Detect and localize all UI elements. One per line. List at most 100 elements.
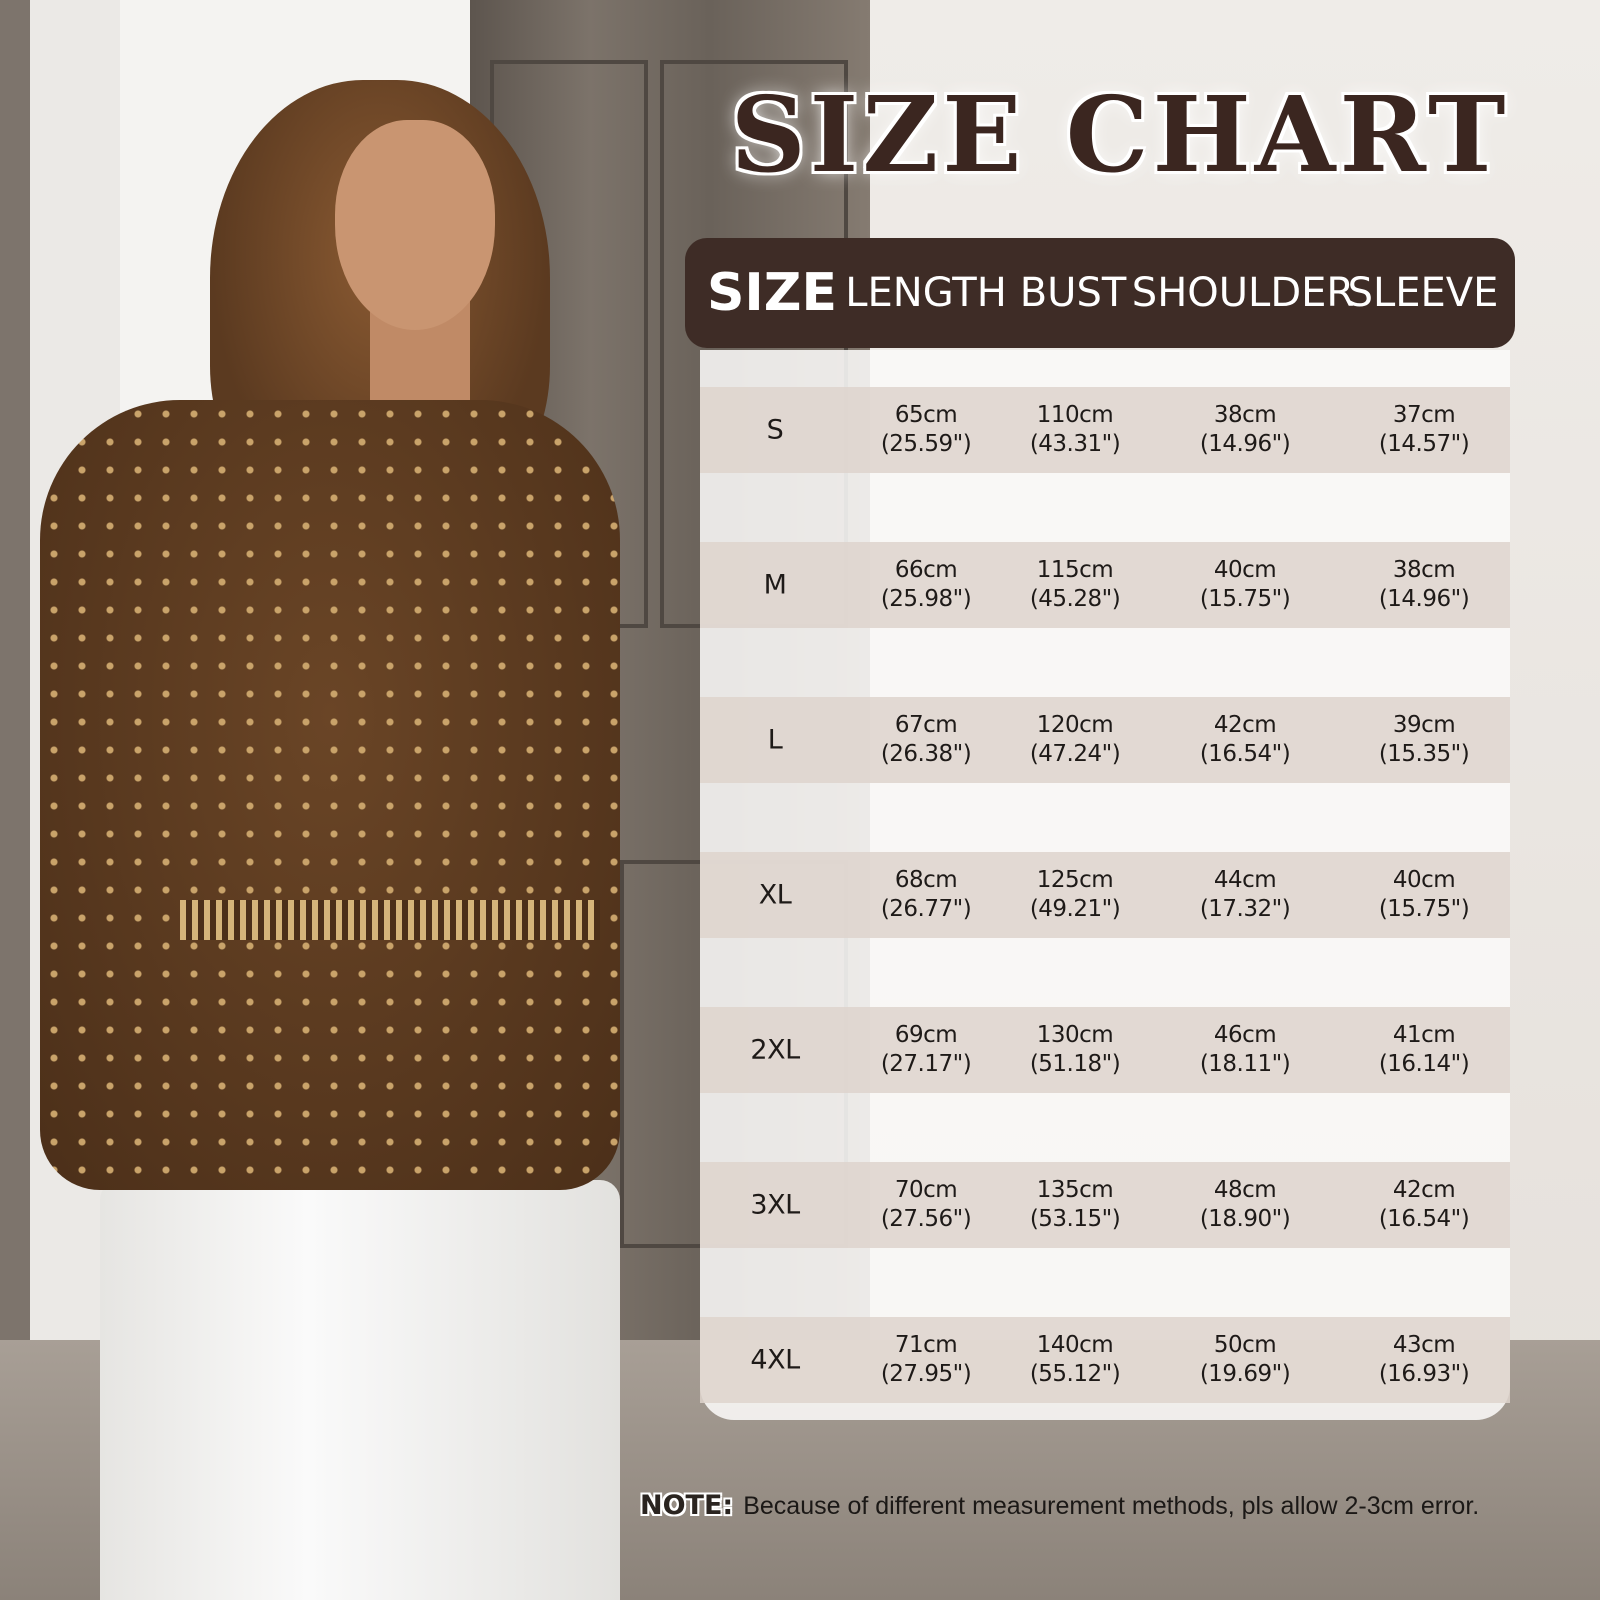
length-value: 69cm (27.17") <box>881 1021 972 1079</box>
cm-value: 38cm <box>1213 402 1277 428</box>
header-bust: BUST <box>1019 270 1127 316</box>
cm-value: 46cm <box>1213 1022 1277 1048</box>
header-sleeve: SLEEVE <box>1347 270 1499 316</box>
inch-value: (18.11") <box>1199 1051 1291 1077</box>
cm-value: 135cm <box>1036 1177 1114 1203</box>
cm-value: 120cm <box>1036 712 1114 738</box>
length-value: 65cm (25.59") <box>880 401 972 459</box>
inch-value: (53.15") <box>1029 1206 1121 1232</box>
header-length: LENGTH <box>845 270 1007 316</box>
inch-value: (26.77") <box>880 896 972 922</box>
cm-value: 110cm <box>1036 402 1114 428</box>
cm-value: 38cm <box>1392 557 1456 583</box>
inch-value: (45.28") <box>1029 586 1121 612</box>
cm-value: 125cm <box>1036 867 1114 893</box>
inch-value: (43.31") <box>1029 431 1121 457</box>
inch-value: (15.75") <box>1199 586 1291 612</box>
sleeve-value: 40cm (15.75") <box>1378 866 1470 924</box>
cm-value: 66cm <box>894 557 958 583</box>
size-table: S 65cm (25.59") 110cm (43.31") 38cm (14.96") 37… <box>700 350 1510 1420</box>
size-label: XL <box>758 879 792 911</box>
inch-value: (17.32") <box>1199 896 1291 922</box>
model-white-pants <box>100 1180 620 1600</box>
cm-value: 50cm <box>1213 1332 1277 1358</box>
shoulder-value: 40cm (15.75") <box>1199 556 1291 614</box>
inch-value: (18.90") <box>1199 1206 1291 1232</box>
sleeve-value: 41cm (16.14") <box>1378 1021 1470 1079</box>
sleeve-value: 39cm (15.35") <box>1378 711 1470 769</box>
cm-value: 140cm <box>1036 1332 1114 1358</box>
table-row <box>700 387 1510 473</box>
cm-value: 115cm <box>1036 557 1114 583</box>
bust-value: 115cm (45.28") <box>1029 556 1121 614</box>
shoulder-value: 50cm (19.69") <box>1199 1331 1291 1389</box>
cm-value: 40cm <box>1213 557 1277 583</box>
shoulder-value: 46cm (18.11") <box>1199 1021 1291 1079</box>
cm-value: 65cm <box>894 402 958 428</box>
size-label: 4XL <box>750 1344 800 1376</box>
table-row <box>700 1162 1510 1248</box>
sleeve-value: 37cm (14.57") <box>1378 401 1470 459</box>
table-row <box>700 1007 1510 1093</box>
size-label: L <box>767 724 783 756</box>
size-label: 3XL <box>750 1189 800 1221</box>
inch-value: (25.59") <box>880 431 972 457</box>
length-value: 71cm (27.95") <box>880 1331 972 1389</box>
bust-value: 125cm (49.21") <box>1029 866 1121 924</box>
cm-value: 70cm <box>894 1177 958 1203</box>
model-blouse <box>40 400 620 1190</box>
cm-value: 37cm <box>1392 402 1456 428</box>
cm-value: 48cm <box>1213 1177 1277 1203</box>
cm-value: 42cm <box>1392 1177 1456 1203</box>
bust-value: 130cm (51.18") <box>1030 1021 1121 1079</box>
cm-value: 40cm <box>1392 867 1456 893</box>
inch-value: (55.12") <box>1029 1361 1121 1387</box>
size-label: M <box>763 569 787 601</box>
bust-value: 120cm (47.24") <box>1030 711 1121 769</box>
inch-value: (14.96") <box>1378 586 1470 612</box>
table-row <box>700 852 1510 938</box>
cm-value: 69cm <box>894 1022 958 1048</box>
header-shoulder: SHOULDER <box>1131 270 1355 316</box>
cm-value: 71cm <box>894 1332 958 1358</box>
inch-value: (14.57") <box>1378 431 1470 457</box>
inch-value: (26.38") <box>880 741 972 767</box>
note-text: Because of different measurement methods… <box>743 1492 1480 1520</box>
sleeve-value: 38cm (14.96") <box>1378 556 1470 614</box>
sleeve-value: 43cm (16.93") <box>1378 1331 1470 1389</box>
table-row <box>700 542 1510 628</box>
length-value: 67cm (26.38") <box>880 711 972 769</box>
inch-value: (14.96") <box>1199 431 1291 457</box>
inch-value: (27.95") <box>880 1361 972 1387</box>
cm-value: 130cm <box>1036 1022 1114 1048</box>
size-label: S <box>766 414 784 446</box>
length-value: 70cm (27.56") <box>880 1176 972 1234</box>
inch-value: (16.14") <box>1378 1051 1470 1077</box>
cm-value: 68cm <box>894 867 958 893</box>
inch-value: (27.56") <box>880 1206 972 1232</box>
shoulder-value: 42cm (16.54") <box>1199 711 1291 769</box>
shoulder-value: 38cm (14.96") <box>1199 401 1291 459</box>
inch-value: (19.69") <box>1199 1361 1291 1387</box>
size-chart-title: SIZE CHART <box>730 73 1510 196</box>
sleeve-value: 42cm (16.54") <box>1378 1176 1470 1234</box>
inch-value: (16.54") <box>1378 1206 1470 1232</box>
inch-value: (16.93") <box>1378 1361 1470 1387</box>
size-label: 2XL <box>750 1034 800 1066</box>
bust-value: 110cm (43.31") <box>1029 401 1121 459</box>
inch-value: (49.21") <box>1029 896 1121 922</box>
cm-value: 44cm <box>1213 867 1277 893</box>
inch-value: (16.54") <box>1199 741 1291 767</box>
header-size: SIZE <box>706 263 838 323</box>
inch-value: (15.75") <box>1378 896 1470 922</box>
bust-value: 140cm (55.12") <box>1029 1331 1121 1389</box>
shoulder-value: 44cm (17.32") <box>1199 866 1291 924</box>
length-value: 66cm (25.98") <box>880 556 972 614</box>
model-face <box>335 120 495 330</box>
inch-value: (25.98") <box>880 586 972 612</box>
length-value: 68cm (26.77") <box>880 866 972 924</box>
cm-value: 41cm <box>1392 1022 1456 1048</box>
inch-value: (15.35") <box>1378 741 1470 767</box>
blouse-pattern-band <box>180 900 600 940</box>
cm-value: 67cm <box>894 712 958 738</box>
